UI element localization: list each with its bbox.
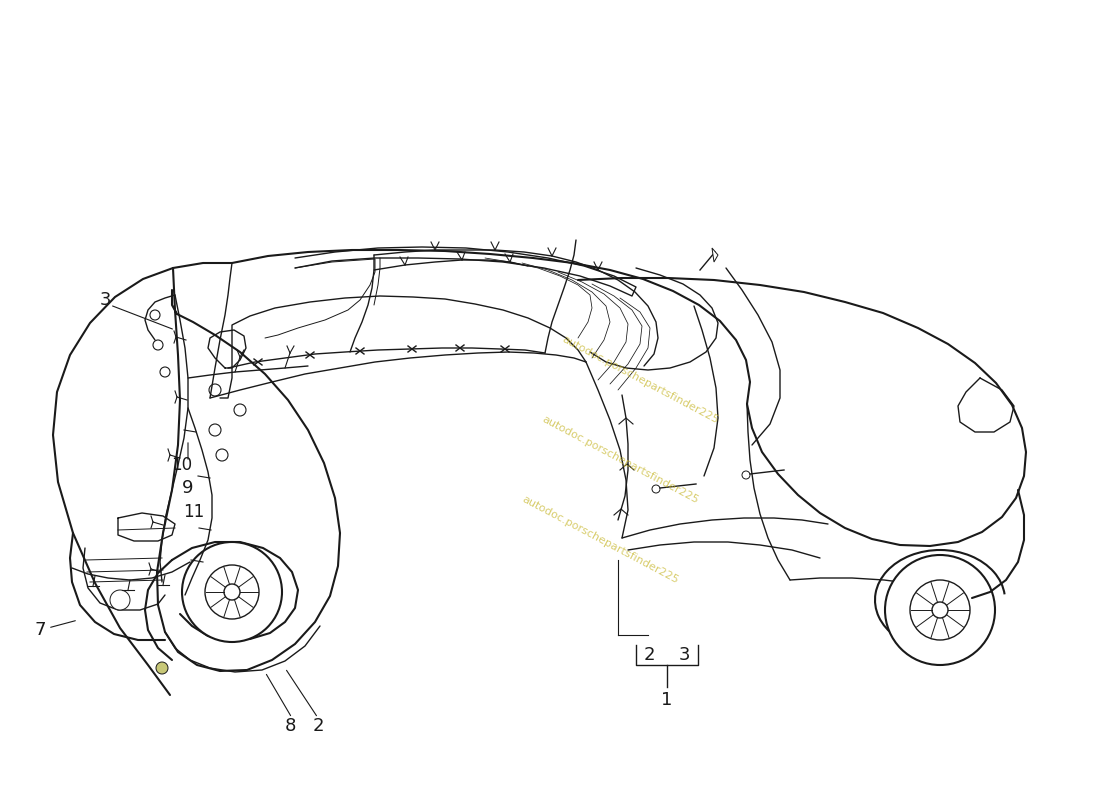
Text: 2: 2	[312, 717, 323, 735]
Text: 8: 8	[284, 717, 296, 735]
Text: autodoc.porschepartsfinder225: autodoc.porschepartsfinder225	[520, 494, 680, 586]
Text: 1: 1	[661, 691, 673, 709]
Polygon shape	[712, 248, 718, 262]
Text: 3: 3	[99, 291, 111, 309]
Circle shape	[156, 662, 168, 674]
Circle shape	[910, 580, 970, 640]
Circle shape	[182, 542, 282, 642]
Text: 9: 9	[183, 479, 194, 497]
Text: 11: 11	[184, 503, 205, 521]
Circle shape	[886, 555, 996, 665]
Text: 10: 10	[172, 456, 192, 474]
Text: autodoc.porschepartsfinder225: autodoc.porschepartsfinder225	[560, 334, 719, 426]
Circle shape	[205, 565, 258, 619]
Text: autodoc.porschepartsfinder225: autodoc.porschepartsfinder225	[540, 414, 700, 506]
Text: 3: 3	[679, 646, 690, 664]
Circle shape	[224, 584, 240, 600]
Circle shape	[110, 590, 130, 610]
Text: 7: 7	[34, 621, 46, 639]
Text: 2: 2	[644, 646, 654, 664]
Circle shape	[932, 602, 948, 618]
